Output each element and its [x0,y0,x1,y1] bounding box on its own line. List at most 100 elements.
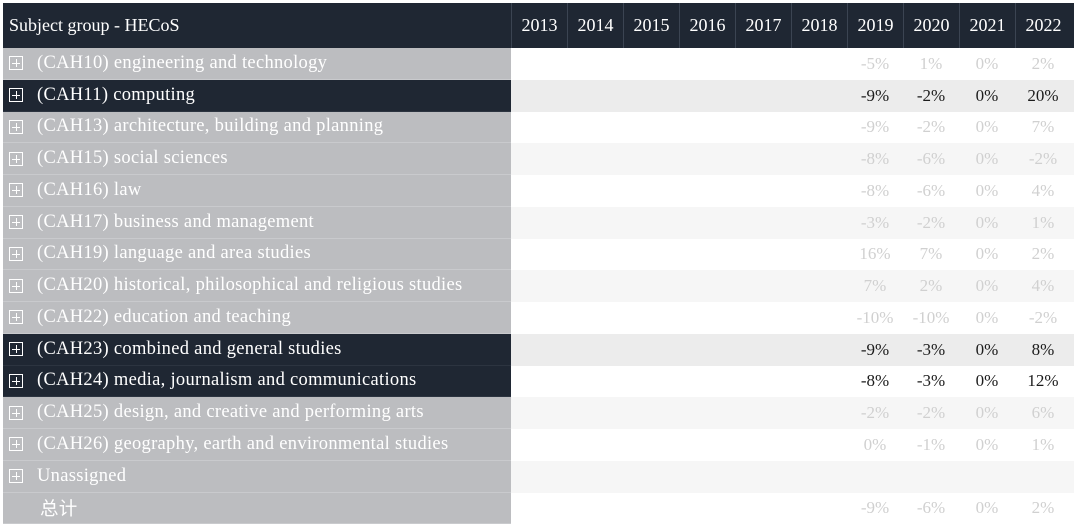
subject-label-cell: (CAH17) business and management [3,207,511,239]
value-cell: -2% [903,207,959,239]
subject-label: (CAH11) computing [37,85,195,106]
value-cell: -8% [847,143,903,175]
table-row: (CAH13) architecture, building and plann… [3,112,1074,144]
value-cell: 12% [1015,366,1071,398]
subject-label-cell: (CAH23) combined and general studies [3,334,511,366]
value-cell: 0% [959,207,1015,239]
expand-plus-icon[interactable] [9,215,23,229]
expand-plus-icon[interactable] [9,342,23,356]
value-cell: 0% [959,48,1015,80]
column-header-year[interactable]: 2014 [567,3,623,48]
value-cell: -3% [903,366,959,398]
value-cell [623,397,679,429]
subject-label: (CAH26) geography, earth and environment… [37,434,448,455]
value-cell [567,334,623,366]
column-header-subject-group[interactable]: Subject group - HECoS [3,3,511,48]
value-cell [735,397,791,429]
value-cell [623,334,679,366]
value-cell [791,80,847,112]
value-cell [511,493,567,524]
value-cell: 0% [959,270,1015,302]
value-cell [679,493,735,524]
value-cell: 0% [847,429,903,461]
expand-plus-icon[interactable] [9,247,23,261]
value-cell: -9% [847,334,903,366]
subject-label: (CAH19) language and area studies [37,243,311,264]
value-cell [623,461,679,493]
value-cell [567,302,623,334]
table-row: (CAH20) historical, philosophical and re… [3,270,1074,302]
column-header-year[interactable]: 2015 [623,3,679,48]
table-row: (CAH24) media, journalism and communicat… [3,366,1074,398]
subject-label: (CAH24) media, journalism and communicat… [37,370,417,391]
subject-label-cell: Unassigned [3,461,511,493]
value-cell [511,334,567,366]
column-header-year[interactable]: 2016 [679,3,735,48]
value-cell [679,207,735,239]
expand-plus-icon[interactable] [9,374,23,388]
expand-plus-icon[interactable] [9,152,23,166]
value-cell [791,112,847,144]
value-cell: 2% [903,270,959,302]
subject-label-cell: (CAH26) geography, earth and environment… [3,429,511,461]
value-cell: 0% [959,397,1015,429]
column-header-year[interactable]: 2021 [959,3,1015,48]
expand-plus-icon[interactable] [9,88,23,102]
value-cell [735,80,791,112]
expand-plus-icon[interactable] [9,120,23,134]
value-cell [679,48,735,80]
value-cell: 4% [1015,175,1071,207]
value-cell: 0% [959,80,1015,112]
value-cell [679,302,735,334]
column-header-year[interactable]: 2019 [847,3,903,48]
value-cell [623,112,679,144]
expand-plus-icon[interactable] [9,310,23,324]
column-header-year[interactable]: 2020 [903,3,959,48]
value-cell [791,334,847,366]
value-cell: 7% [903,239,959,271]
value-cell [847,461,903,493]
value-cell [623,175,679,207]
value-cell [735,207,791,239]
column-header-year[interactable]: 2013 [511,3,567,48]
value-cell [567,493,623,524]
value-cell [735,143,791,175]
column-header-year[interactable]: 2018 [791,3,847,48]
value-cell: -5% [847,48,903,80]
value-cell [511,48,567,80]
column-header-year[interactable]: 2017 [735,3,791,48]
value-cell [567,397,623,429]
table-row: (CAH26) geography, earth and environment… [3,429,1074,461]
expand-plus-icon[interactable] [9,469,23,483]
value-cell: 2% [1015,239,1071,271]
value-cell [511,302,567,334]
value-cell [679,429,735,461]
total-label-cell: 总计 [3,493,511,524]
value-cell: 7% [1015,112,1071,144]
value-cell: 0% [959,175,1015,207]
column-header-year[interactable]: 2022 [1015,3,1071,48]
expand-plus-icon[interactable] [9,279,23,293]
value-cell: -6% [903,493,959,524]
subject-label: (CAH22) education and teaching [37,307,291,328]
table-row: (CAH10) engineering and technology -5%1%0… [3,48,1074,80]
value-cell [623,429,679,461]
value-cell: 1% [903,48,959,80]
value-cell [623,207,679,239]
value-cell: -2% [1015,143,1071,175]
value-cell [791,48,847,80]
value-cell: 2% [1015,493,1071,524]
expand-plus-icon[interactable] [9,56,23,70]
table-row: (CAH17) business and management-3%-2%0%1… [3,207,1074,239]
subject-label-cell: (CAH10) engineering and technology [3,48,511,80]
table-row: (CAH11) computing-9%-2%0%20% [3,80,1074,112]
expand-plus-icon[interactable] [9,437,23,451]
subject-label: (CAH17) business and management [37,212,314,233]
value-cell [623,143,679,175]
value-cell [511,366,567,398]
expand-plus-icon[interactable] [9,406,23,420]
value-cell [679,334,735,366]
subject-label: (CAH23) combined and general studies [37,339,342,360]
expand-plus-icon[interactable] [9,183,23,197]
value-cell [1015,461,1071,493]
